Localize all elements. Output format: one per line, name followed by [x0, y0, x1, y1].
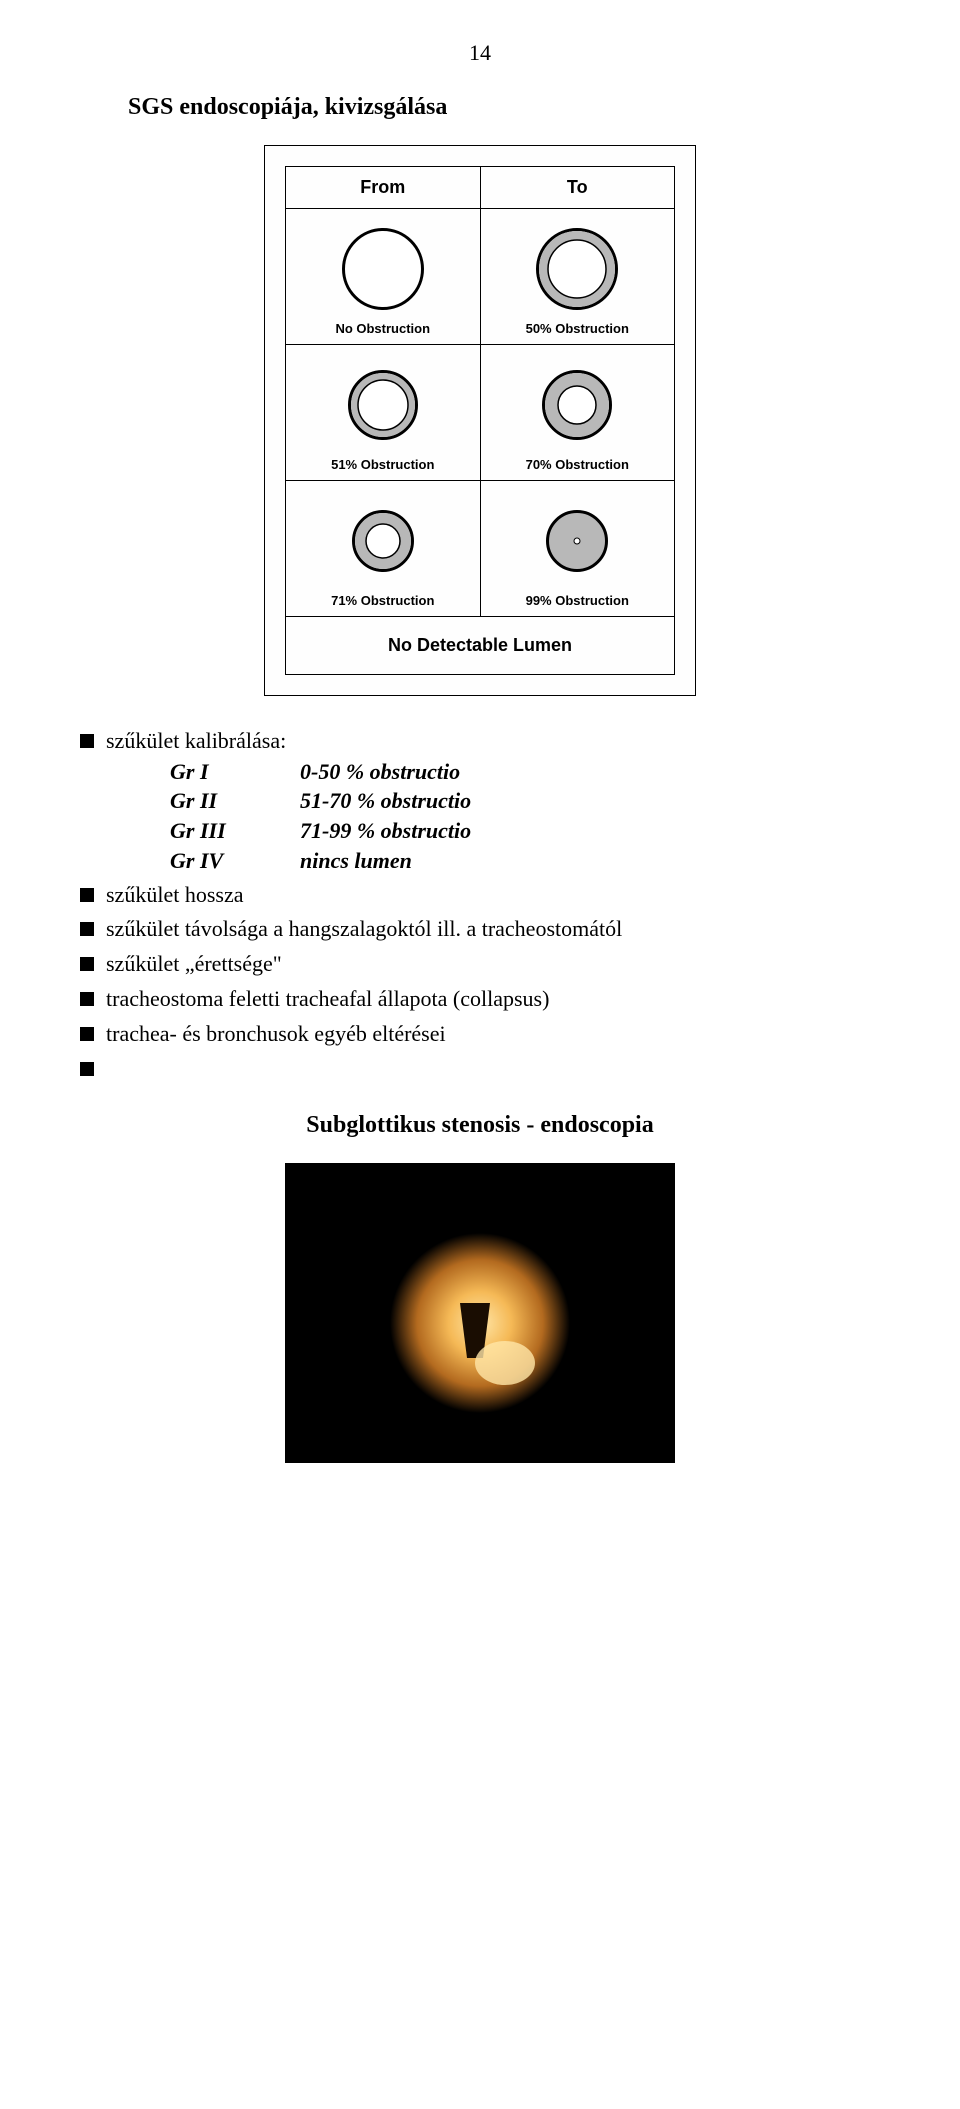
chart-cell: 70% Obstruction — [481, 345, 675, 480]
chart-header-from: From — [286, 167, 481, 208]
grade-row: Gr I0-50 % obstructio — [170, 757, 880, 787]
chart-cell: 50% Obstruction — [481, 209, 675, 344]
endoscopy-svg — [285, 1163, 675, 1463]
obstruction-chart: FromTo No Obstruction 50% Obstruction 51% O… — [264, 145, 696, 696]
bullet-calibration: szűkület kalibrálása: — [106, 726, 880, 757]
chart-row: No Obstruction 50% Obstruction — [285, 208, 675, 344]
obstruction-label: 71% Obstruction — [331, 593, 434, 608]
grade-value: 51-70 % obstructio — [300, 786, 471, 816]
obstruction-ring-icon — [348, 359, 418, 451]
obstruction-label: 70% Obstruction — [526, 457, 629, 472]
grade-value: 0-50 % obstructio — [300, 757, 460, 787]
obstruction-ring-icon — [542, 359, 612, 451]
grade-label: Gr II — [170, 786, 300, 816]
chart-cell: 71% Obstruction — [286, 481, 481, 616]
no-lumen-label: No Detectable Lumen — [285, 617, 675, 675]
grade-label: Gr IV — [170, 846, 300, 876]
obstruction-ring-icon — [352, 495, 414, 587]
grade-value: 71-99 % obstructio — [300, 816, 471, 846]
chart-header: FromTo — [285, 166, 675, 208]
chart-header-to: To — [481, 167, 675, 208]
grade-row: Gr II51-70 % obstructio — [170, 786, 880, 816]
grade-row: Gr IVnincs lumen — [170, 846, 880, 876]
endoscopy-photo — [285, 1163, 675, 1463]
obstruction-label: No Obstruction — [335, 321, 430, 336]
bullet-icon — [80, 888, 94, 902]
obstruction-ring-icon — [536, 223, 618, 315]
bullet-icon — [80, 734, 94, 748]
endoscopy-subtitle: Subglottikus stenosis - endoscopia — [80, 1112, 880, 1139]
obstruction-label: 51% Obstruction — [331, 457, 434, 472]
bullet-icon — [80, 1062, 94, 1076]
chart-cell: 99% Obstruction — [481, 481, 675, 616]
bullet-tracheal-wall: tracheostoma feletti tracheafal állapota… — [106, 984, 880, 1015]
page-title: SGS endoscopiája, kivizsgálása — [128, 94, 880, 121]
grade-label: Gr III — [170, 816, 300, 846]
obstruction-label: 99% Obstruction — [526, 593, 629, 608]
bullet-icon — [80, 957, 94, 971]
grade-row: Gr III71-99 % obstructio — [170, 816, 880, 846]
bullet-icon — [80, 922, 94, 936]
bullet-other: trachea- és bronchusok egyéb eltérései — [106, 1019, 880, 1050]
chart-row: 71% Obstruction 99% Obstruction — [285, 480, 675, 617]
chart-cell: 51% Obstruction — [286, 345, 481, 480]
bullet-icon — [80, 1027, 94, 1041]
chart-row: 51% Obstruction 70% Obstruction — [285, 344, 675, 480]
obstruction-label: 50% Obstruction — [526, 321, 629, 336]
grade-value: nincs lumen — [300, 846, 412, 876]
bullet-distance: szűkület távolsága a hangszalagoktól ill… — [106, 914, 880, 945]
chart-cell: No Obstruction — [286, 209, 481, 344]
bullet-icon — [80, 992, 94, 1006]
obstruction-ring-icon — [342, 223, 424, 315]
bullet-maturity: szűkület „érettsége" — [106, 949, 880, 980]
bullet-length: szűkület hossza — [106, 880, 880, 911]
grade-label: Gr I — [170, 757, 300, 787]
obstruction-ring-icon — [546, 495, 608, 587]
grade-table: Gr I0-50 % obstructioGr II51-70 % obstru… — [170, 757, 880, 876]
page-number: 14 — [80, 40, 880, 66]
